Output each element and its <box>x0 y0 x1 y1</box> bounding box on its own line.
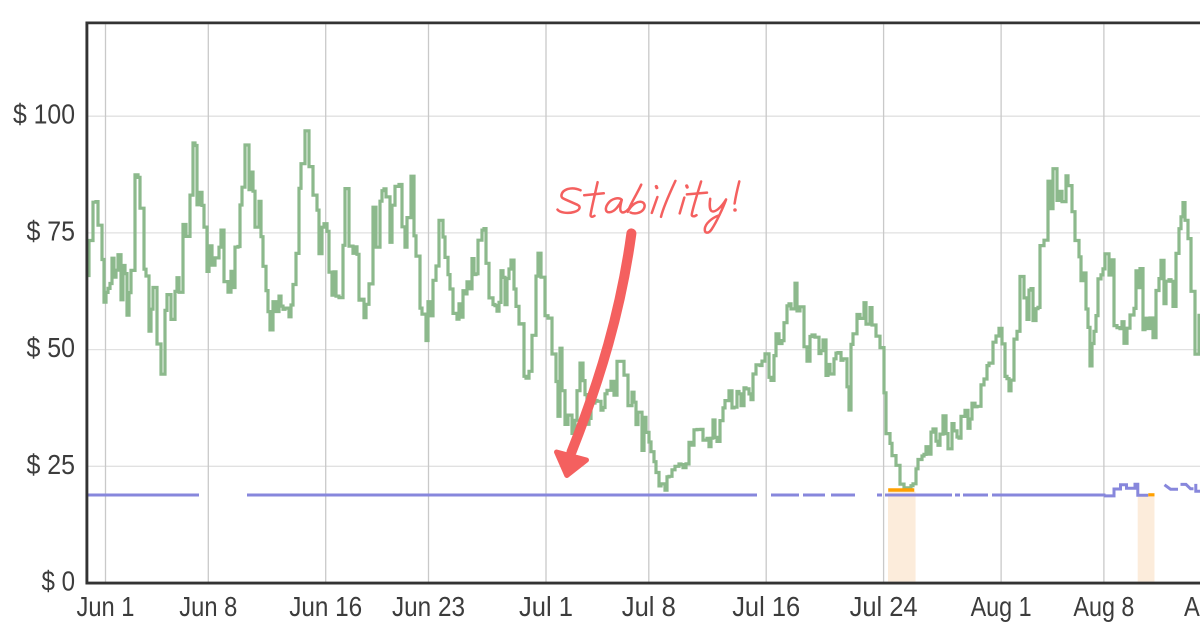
svg-text:Jun 8: Jun 8 <box>179 591 237 622</box>
svg-text:$ 50: $ 50 <box>27 332 76 363</box>
svg-text:$ 0: $ 0 <box>42 566 76 597</box>
svg-text:Aug 8: Aug 8 <box>1073 591 1134 622</box>
svg-text:Jul 16: Jul 16 <box>732 591 800 622</box>
svg-text:Jun 1: Jun 1 <box>77 591 135 622</box>
svg-text:Jul 1: Jul 1 <box>519 591 573 622</box>
svg-text:Aug 16: Aug 16 <box>1184 591 1200 622</box>
svg-text:Jun 16: Jun 16 <box>289 591 362 622</box>
svg-text:$ 75: $ 75 <box>27 215 76 246</box>
svg-text:Jul 24: Jul 24 <box>850 591 918 622</box>
svg-text:$ 100: $ 100 <box>13 99 75 130</box>
svg-text:$ 25: $ 25 <box>27 449 76 480</box>
svg-text:Jun 23: Jun 23 <box>392 591 465 622</box>
svg-text:Jul 8: Jul 8 <box>622 591 676 622</box>
svg-text:Aug 1: Aug 1 <box>971 591 1032 622</box>
